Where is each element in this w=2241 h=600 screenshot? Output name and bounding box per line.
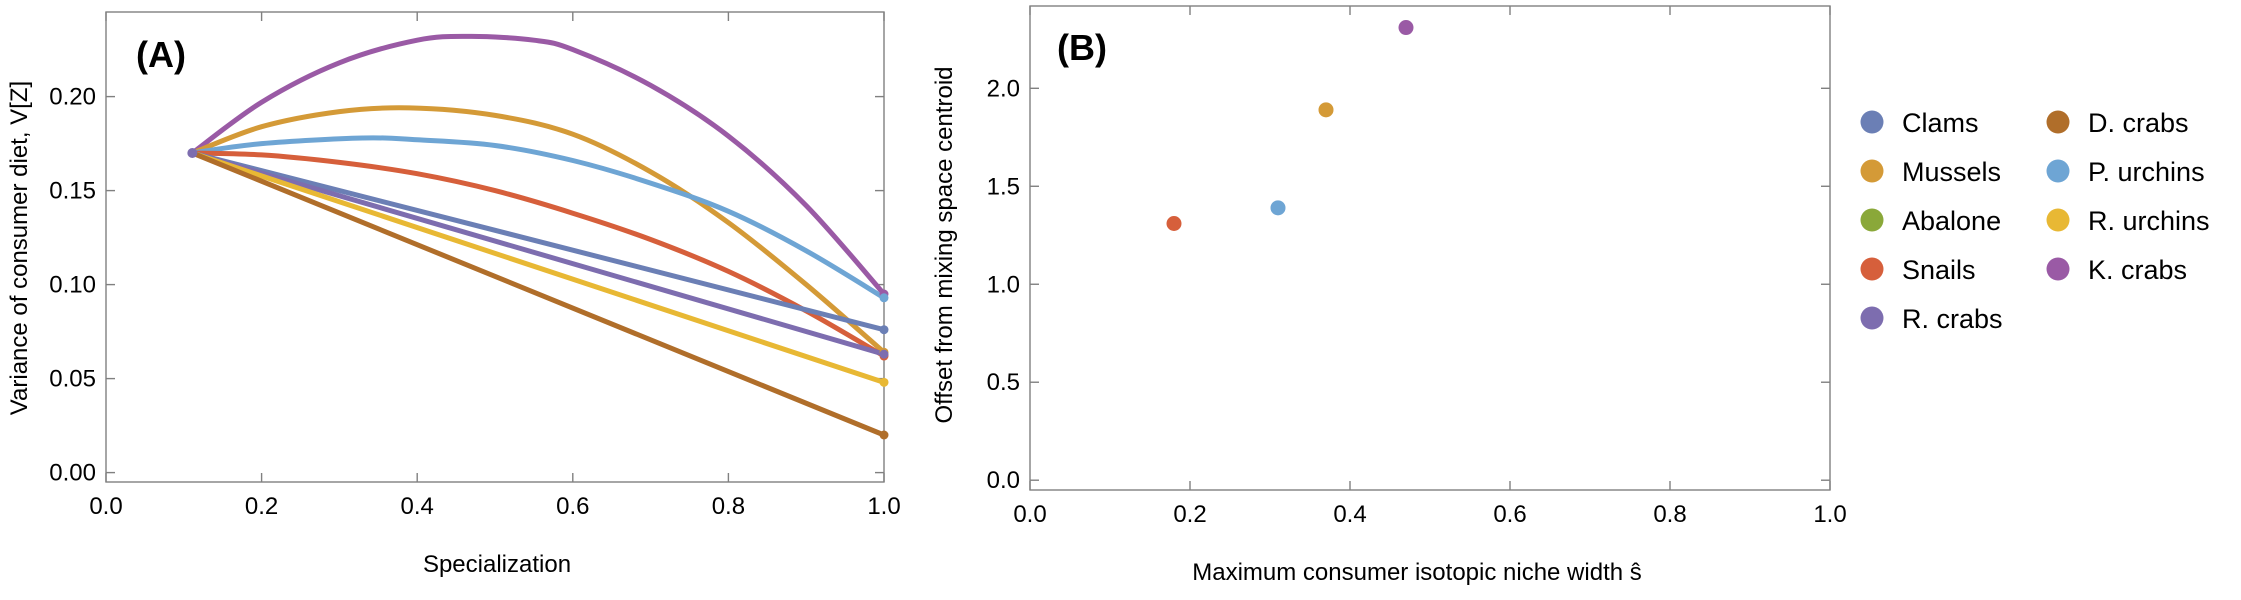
panel-a-x-tick-label: 0.4 xyxy=(401,493,434,520)
legend-label: R. crabs xyxy=(1902,304,2003,334)
panel-a-x-tick-label: 0.8 xyxy=(712,493,745,520)
legend-swatch xyxy=(1860,159,1884,183)
scatter-point-p-urchins xyxy=(1270,200,1286,216)
legend: Clams Mussels Abalone Snails R. crabs D. crab… xyxy=(1860,108,2210,334)
legend-item-abalone: Abalone xyxy=(1860,206,2001,236)
series-line-r-urchins xyxy=(189,150,887,385)
legend-item-p-urchins: P. urchins xyxy=(2046,157,2205,187)
panel-b-y-tick-label: 0.5 xyxy=(987,369,1020,396)
scatter-point-snails xyxy=(1166,216,1182,232)
scatter-point-k-crabs xyxy=(1398,20,1414,36)
legend-item-d-crabs: D. crabs xyxy=(2046,108,2189,138)
panel-a-label: (A) xyxy=(136,34,186,75)
panel-a-x-axis-title: Specialization xyxy=(423,551,571,578)
legend-swatch xyxy=(1860,208,1884,232)
legend-swatch xyxy=(2046,159,2070,183)
panel-b-y-tick-label: 1.0 xyxy=(987,271,1020,298)
panel-b-x-tick-label: 0.8 xyxy=(1653,501,1686,528)
panel-a-x-tick-label: 0.2 xyxy=(245,493,278,520)
panel-b-plot-area: 0.0 0.2 0.4 0.6 0.8 1.0 0.0 0.5 1.0 1.5 2.0 xyxy=(987,5,1847,528)
legend-item-mussels: Mussels xyxy=(1860,157,2001,187)
series-end-point-p-urchins xyxy=(879,293,889,303)
legend-label: R. urchins xyxy=(2088,206,2210,236)
series-line-mussels xyxy=(189,105,887,355)
panel-a-y-tick-label: 0.15 xyxy=(49,178,96,205)
panel-a-y-tick-label: 0.10 xyxy=(49,272,96,299)
legend-swatch xyxy=(1860,306,1884,330)
panel-a-y-tick-label: 0.00 xyxy=(49,460,96,487)
panel-a-y-tick-label: 0.20 xyxy=(49,84,96,111)
panel-a: 0.0 0.2 0.4 0.6 0.8 1.0 0.00 0.05 0.10 0.15 0.20 (… xyxy=(6,11,901,578)
panel-b-x-tick-label: 0.4 xyxy=(1333,501,1366,528)
series-end-point-r-crabs xyxy=(879,349,889,359)
panel-a-plot-area: 0.0 0.2 0.4 0.6 0.8 1.0 0.00 0.05 0.10 0.15 0.20 xyxy=(49,11,901,520)
panel-b-x-tick-label: 0.2 xyxy=(1173,501,1206,528)
scatter-point-mussels xyxy=(1318,102,1334,118)
panel-b-x-axis-title: Maximum consumer isotopic niche width ŝ xyxy=(1192,559,1642,586)
panel-b-label: (B) xyxy=(1057,27,1107,68)
legend-swatch xyxy=(1860,257,1884,281)
series-start-point xyxy=(187,148,198,158)
legend-item-snails: Snails xyxy=(1860,255,1976,285)
series-end-point-clams xyxy=(879,325,889,335)
legend-item-k-crabs: K. crabs xyxy=(2046,255,2187,285)
legend-label: D. crabs xyxy=(2088,108,2189,138)
series-line-clams xyxy=(189,150,887,333)
panel-b-x-tick-label: 0.6 xyxy=(1493,501,1526,528)
panel-b-x-tick-label: 0.0 xyxy=(1013,501,1046,528)
legend-item-clams: Clams xyxy=(1860,108,1979,138)
panel-a-x-tick-label: 1.0 xyxy=(867,493,900,520)
series-line-snails xyxy=(189,150,887,359)
panel-b-y-tick-label: 1.5 xyxy=(987,173,1020,200)
panel-a-y-tick-label: 0.05 xyxy=(49,366,96,393)
legend-label: Snails xyxy=(1902,255,1976,285)
legend-label: Abalone xyxy=(1902,206,2001,236)
panel-a-y-axis-title: Variance of consumer diet, V[Z] xyxy=(6,81,33,415)
series-line-r-crabs xyxy=(189,150,887,357)
series-end-point-r-urchins xyxy=(879,377,889,387)
legend-label: Clams xyxy=(1902,108,1979,138)
series-line-k-crabs xyxy=(189,33,887,297)
legend-label: P. urchins xyxy=(2088,157,2205,187)
legend-swatch xyxy=(2046,110,2070,134)
legend-swatch xyxy=(1860,110,1884,134)
panel-a-frame xyxy=(105,11,885,483)
legend-item-r-urchins: R. urchins xyxy=(2046,206,2210,236)
panel-b: 0.0 0.2 0.4 0.6 0.8 1.0 0.0 0.5 1.0 1.5 2.0 (B) Ma… xyxy=(931,5,1847,586)
panel-b-y-tick-label: 2.0 xyxy=(987,75,1020,102)
series-line-p-urchins xyxy=(189,135,887,301)
panel-b-y-axis-title: Offset from mixing space centroid xyxy=(931,66,958,423)
series-end-point-d-crabs xyxy=(879,430,889,440)
legend-swatch xyxy=(2046,257,2070,281)
panel-b-y-tick-label: 0.0 xyxy=(987,467,1020,494)
panel-a-x-tick-label: 0.0 xyxy=(89,493,122,520)
legend-item-r-crabs: R. crabs xyxy=(1860,304,2003,334)
panel-b-frame xyxy=(1029,5,1831,491)
legend-label: K. crabs xyxy=(2088,255,2187,285)
panel-b-x-tick-label: 1.0 xyxy=(1813,501,1846,528)
legend-swatch xyxy=(2046,208,2070,232)
panel-a-x-tick-label: 0.6 xyxy=(556,493,589,520)
series-line-d-crabs xyxy=(189,150,887,438)
legend-label: Mussels xyxy=(1902,157,2001,187)
